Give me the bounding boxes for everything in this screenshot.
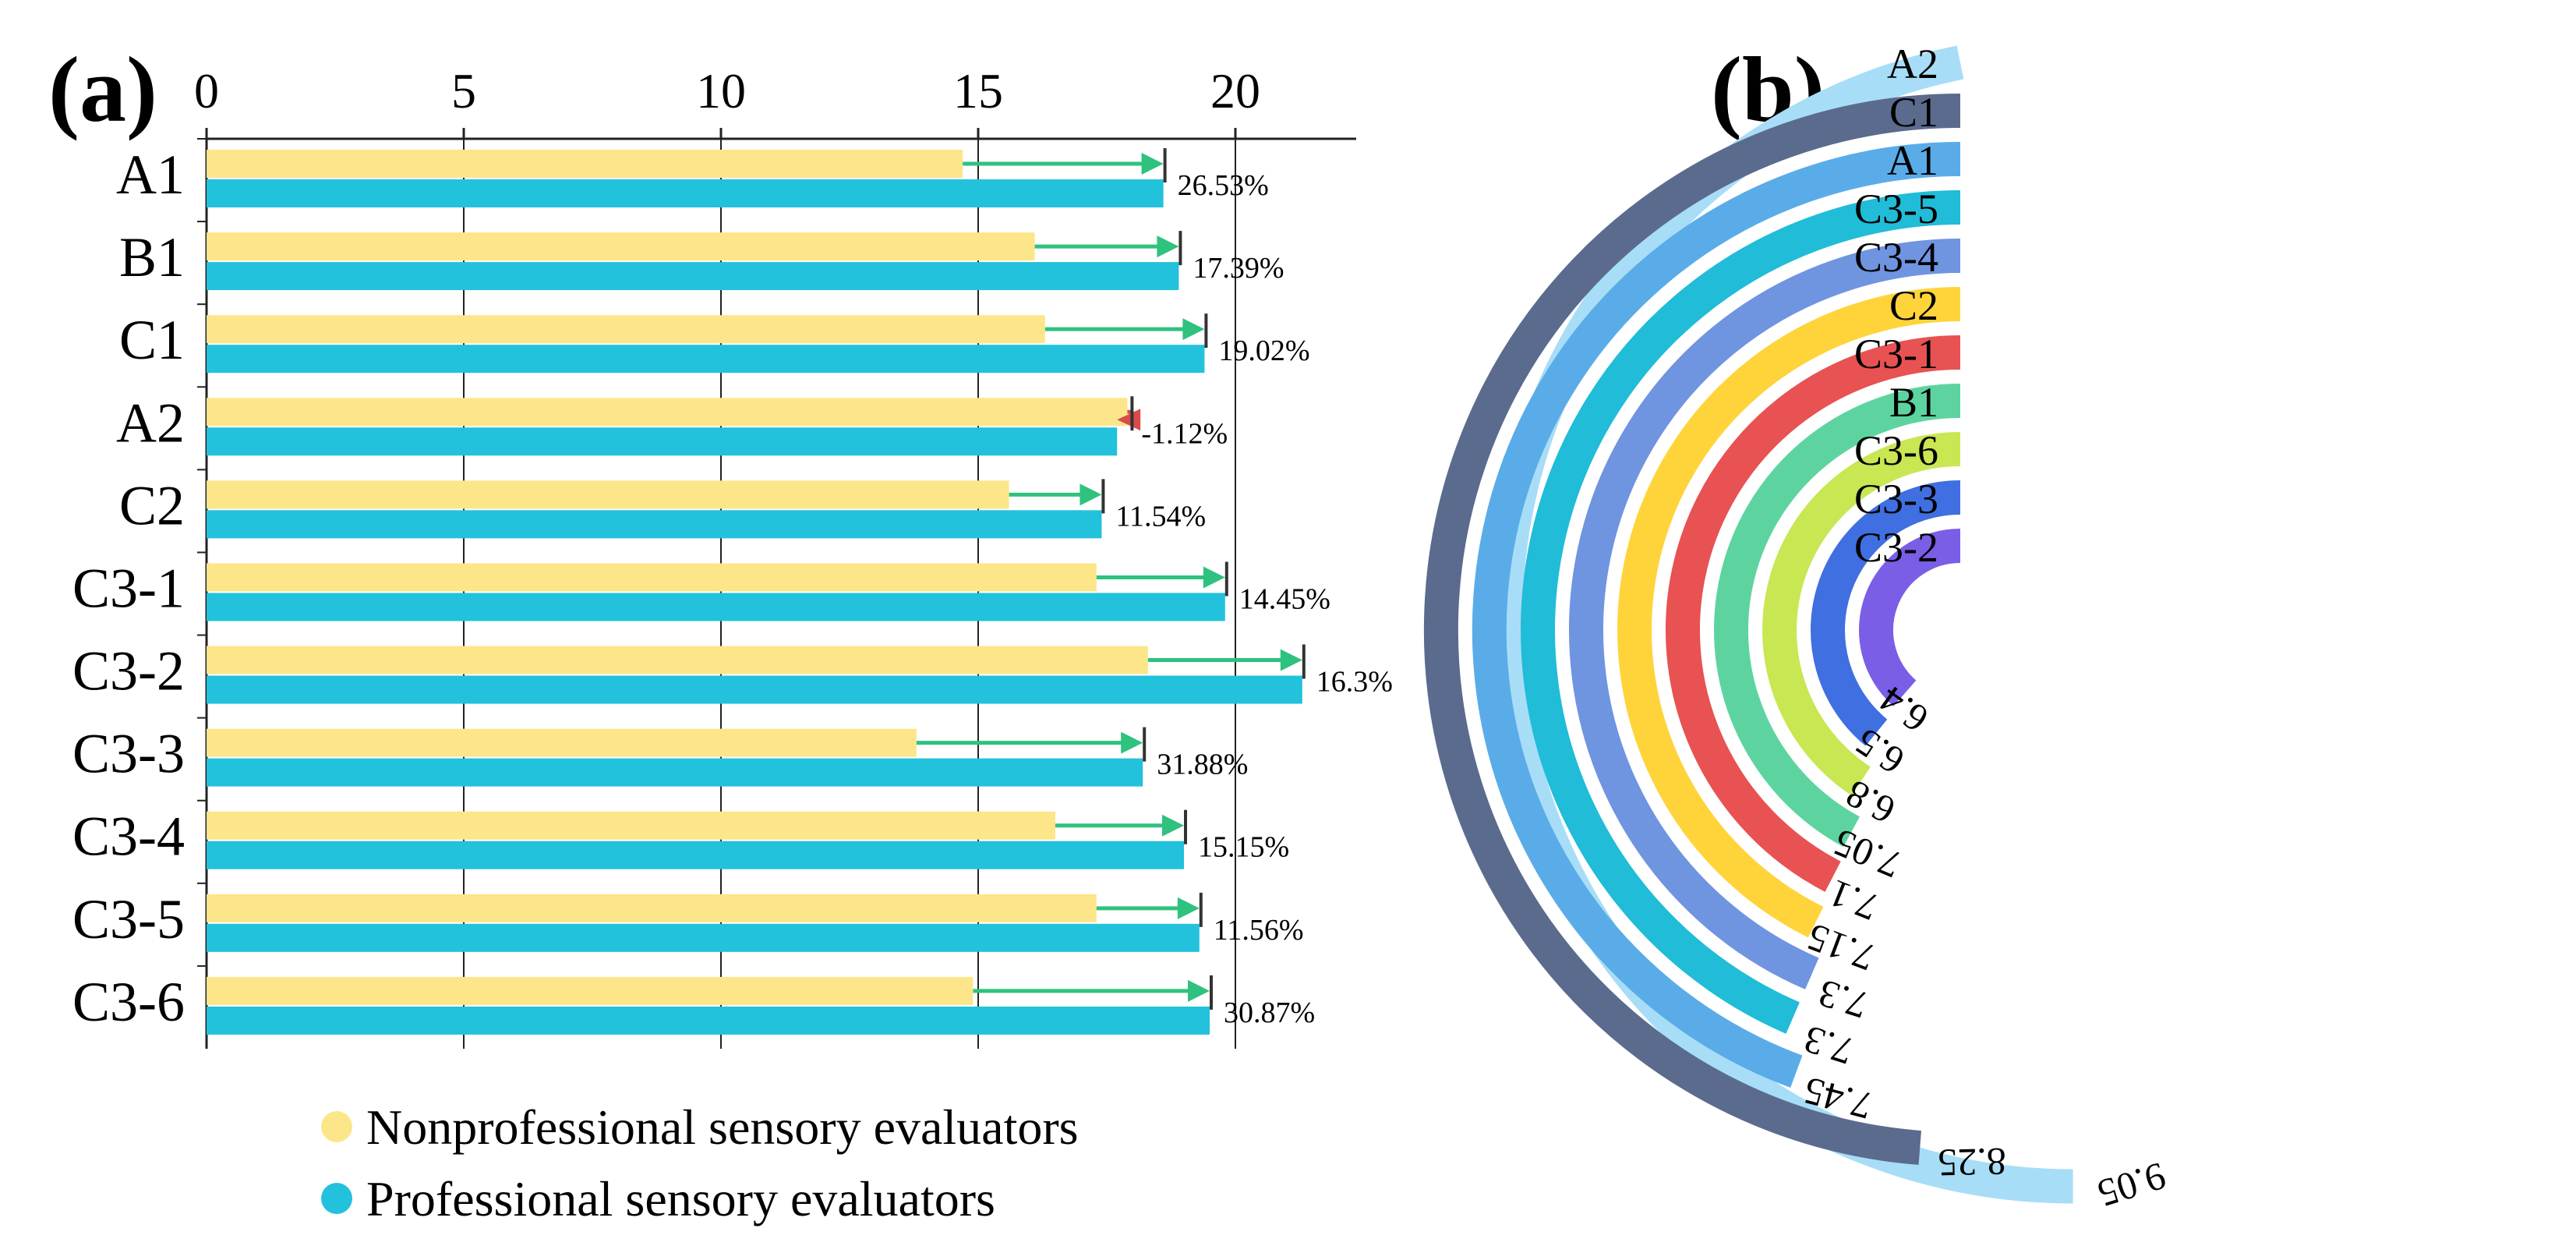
legend-swatch bbox=[321, 1183, 352, 1214]
change-arrow-head bbox=[1203, 566, 1225, 589]
radial-bar bbox=[1714, 384, 1961, 848]
change-arrow-head bbox=[1121, 731, 1143, 754]
radial-bar bbox=[1859, 529, 1961, 706]
bar-professional bbox=[207, 1006, 1210, 1035]
bar-nonprofessional bbox=[207, 315, 1045, 344]
category-label: B1 bbox=[119, 226, 185, 288]
bar-nonprofessional bbox=[207, 480, 1009, 509]
category-label: A2 bbox=[116, 391, 185, 454]
radial-value-label: 7.3 bbox=[1799, 1018, 1859, 1074]
x-tick-label: 15 bbox=[953, 63, 1003, 119]
change-label: -1.12% bbox=[1141, 417, 1228, 450]
bar-professional bbox=[207, 510, 1102, 539]
change-arrow-head bbox=[1080, 483, 1102, 506]
bar-professional bbox=[207, 675, 1302, 704]
bar-professional bbox=[207, 841, 1184, 869]
legend: Nonprofessional sensory evaluators Profes… bbox=[321, 1099, 1079, 1227]
change-label: 31.88% bbox=[1157, 749, 1248, 781]
x-tick-label: 0 bbox=[194, 63, 219, 119]
change-label: 14.45% bbox=[1239, 582, 1330, 615]
radial-category-label: C3-4 bbox=[1854, 234, 1938, 281]
radial-bar bbox=[1617, 287, 1961, 938]
panel-a-label: (a) bbox=[48, 37, 157, 141]
radial-value-label: 9.05 bbox=[2093, 1154, 2171, 1216]
change-arrow-head bbox=[1182, 318, 1205, 341]
change-label: 15.15% bbox=[1198, 831, 1289, 864]
radial-bar bbox=[1569, 239, 1961, 989]
category-label: C3-2 bbox=[72, 640, 185, 703]
radial-category-label: C3-3 bbox=[1854, 476, 1938, 522]
change-arrow-head bbox=[1141, 153, 1164, 175]
bar-professional bbox=[207, 923, 1200, 952]
radial-bar bbox=[1521, 190, 1961, 1034]
category-label: C3-3 bbox=[72, 723, 185, 785]
radial-value-label: 8.25 bbox=[1938, 1140, 2007, 1185]
change-label: 16.3% bbox=[1316, 666, 1393, 699]
bar-professional bbox=[207, 427, 1118, 456]
radial-bar bbox=[1472, 142, 1961, 1088]
category-label: C3-6 bbox=[72, 971, 185, 1033]
legend-label: Professional sensory evaluators bbox=[366, 1171, 995, 1227]
category-label: C3-5 bbox=[72, 888, 185, 950]
radial-bar bbox=[1762, 432, 1961, 796]
radial-bar bbox=[1811, 480, 1961, 746]
bar-nonprofessional bbox=[207, 563, 1097, 592]
category-label: C3-4 bbox=[72, 805, 185, 868]
bar-nonprofessional bbox=[207, 894, 1097, 922]
radial-category-label: C3-6 bbox=[1854, 427, 1938, 474]
radial-category-label: A2 bbox=[1887, 41, 1938, 87]
change-label: 11.54% bbox=[1115, 500, 1206, 533]
bar-professional bbox=[207, 262, 1179, 291]
bar-nonprofessional bbox=[207, 728, 917, 757]
radial-bar bbox=[1423, 94, 1961, 1165]
radial-category-label: C3-5 bbox=[1854, 186, 1938, 232]
change-arrow-head bbox=[1280, 649, 1302, 671]
change-label: 17.39% bbox=[1193, 252, 1284, 285]
category-label: C2 bbox=[119, 474, 185, 536]
change-label: 26.53% bbox=[1178, 169, 1269, 202]
legend-label: Nonprofessional sensory evaluators bbox=[366, 1099, 1079, 1155]
radial-bar bbox=[1665, 335, 1961, 892]
change-label: 30.87% bbox=[1224, 996, 1315, 1029]
bar-nonprofessional bbox=[207, 398, 1128, 427]
radial-category-label: A1 bbox=[1887, 137, 1938, 184]
bar-professional bbox=[207, 758, 1143, 787]
radial-category-label: B1 bbox=[1889, 379, 1938, 426]
change-label: 11.56% bbox=[1214, 914, 1304, 947]
radial-category-label: C1 bbox=[1889, 89, 1938, 136]
bar-professional bbox=[207, 345, 1205, 373]
radial-category-label: C3-1 bbox=[1854, 331, 1938, 377]
change-arrow-head bbox=[1188, 979, 1210, 1002]
x-tick-label: 10 bbox=[696, 63, 746, 119]
change-label: 19.02% bbox=[1218, 335, 1309, 367]
bar-nonprofessional bbox=[207, 646, 1148, 674]
radial-category-label: C2 bbox=[1889, 282, 1938, 329]
change-arrow-head bbox=[1157, 235, 1179, 258]
chart-b: A29.05C18.25A17.45C3-57.3C3-47.3C27.15C3… bbox=[1423, 41, 2171, 1216]
bar-nonprofessional bbox=[207, 150, 963, 178]
change-arrow-head bbox=[1117, 409, 1141, 431]
x-tick-label: 20 bbox=[1210, 63, 1260, 119]
bar-nonprofessional bbox=[207, 976, 974, 1005]
bar-nonprofessional bbox=[207, 811, 1055, 840]
legend-swatch bbox=[321, 1111, 352, 1142]
bar-nonprofessional bbox=[207, 232, 1035, 261]
radial-category-label: C3-2 bbox=[1854, 524, 1938, 571]
category-label: C1 bbox=[119, 309, 185, 371]
bar-professional bbox=[207, 593, 1225, 621]
x-tick-label: 5 bbox=[451, 63, 476, 119]
change-arrow-head bbox=[1177, 897, 1200, 919]
category-label: A1 bbox=[116, 143, 185, 206]
bar-professional bbox=[207, 179, 1164, 207]
chart-a: 0 5 10 15 20 A1 26.53% B1 17.39% C1 19.02% A2 -1.12%… bbox=[72, 63, 1393, 1049]
change-arrow-head bbox=[1162, 814, 1184, 837]
category-label: C3-1 bbox=[72, 557, 185, 619]
